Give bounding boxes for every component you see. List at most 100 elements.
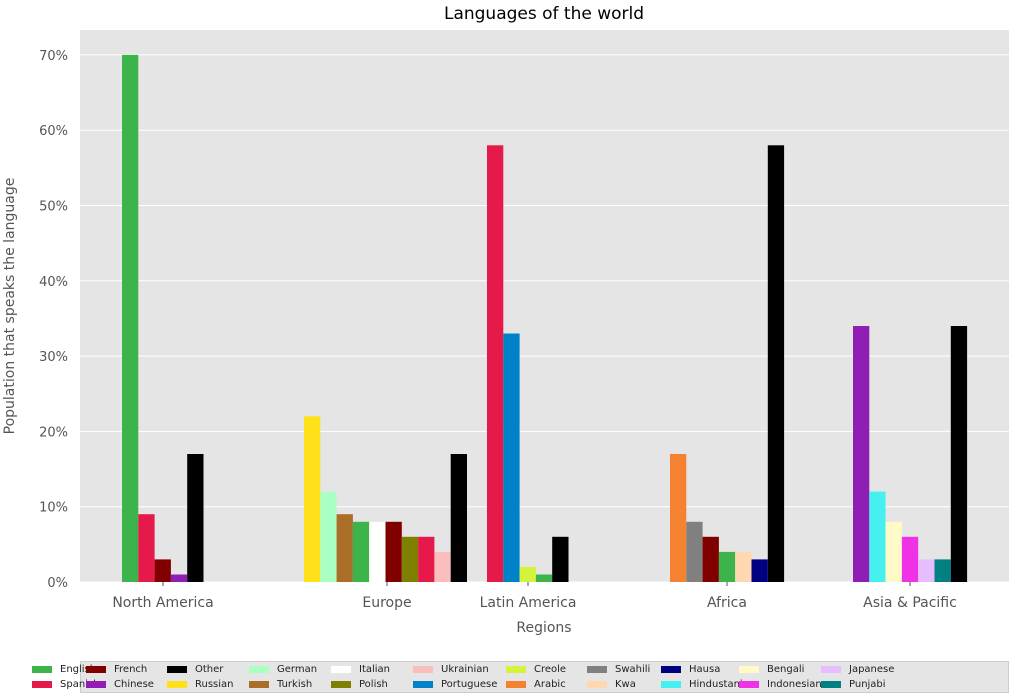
legend-label: Turkish <box>277 679 313 690</box>
legend-swatch <box>331 666 351 673</box>
x-axis-label: Regions <box>516 620 571 636</box>
bar-north-america-other <box>187 454 204 582</box>
bar-asia-pacific-chinese <box>853 326 870 582</box>
legend-swatch <box>413 666 433 673</box>
bar-europe-polish <box>401 536 419 582</box>
legend-swatch <box>506 666 526 673</box>
bar-asia-pacific-punjabi <box>934 559 951 582</box>
bar-europe-french <box>385 521 402 582</box>
bar-latin-america-creole <box>519 566 536 582</box>
y-tick-label: 70% <box>39 49 68 64</box>
bar-europe-turkish <box>336 514 353 582</box>
bar-latin-america-spanish <box>487 145 504 583</box>
y-tick-label: 50% <box>39 200 68 215</box>
legend-swatch <box>661 666 681 673</box>
bar-africa-swahili <box>686 521 703 582</box>
legend-swatch <box>249 666 269 673</box>
legend-label: Chinese <box>114 679 154 690</box>
legend-label: Punjabi <box>849 679 886 690</box>
legend-label: Russian <box>195 679 234 690</box>
x-axis-ticks: North America Europe Latin America Africa As… <box>112 582 957 611</box>
legend-label: Polish <box>359 679 388 690</box>
legend-label: Bengali <box>767 664 805 675</box>
legend-swatch <box>506 681 526 688</box>
legend-label: Indonesian <box>767 679 822 690</box>
legend-label: English <box>60 664 97 675</box>
legend-label: Kwa <box>615 679 636 690</box>
legend-swatch <box>167 666 187 673</box>
bar-asia-pacific-other <box>950 326 968 582</box>
x-tick-label: Asia & Pacific <box>863 595 957 611</box>
legend-swatch <box>32 681 52 688</box>
y-tick-label: 40% <box>39 275 68 290</box>
bar-africa-arabic <box>670 454 687 582</box>
legend-swatch <box>249 681 269 688</box>
legend-swatch <box>661 681 681 688</box>
bars <box>122 54 968 583</box>
legend-swatch <box>587 666 607 673</box>
gridlines <box>80 54 1009 583</box>
legend-swatch <box>821 681 841 688</box>
bar-latin-america-portuguese <box>503 333 520 582</box>
legend-label: Spanish <box>60 679 100 690</box>
legend-swatch <box>167 681 187 688</box>
legend-label: Other <box>195 664 224 675</box>
x-tick-label: North America <box>112 595 213 611</box>
y-axis-ticks: 0% 10% 20% 30% 40% 50% 60% 70% <box>39 49 68 591</box>
bar-africa-english <box>718 551 736 582</box>
bar-europe-ukrainian <box>434 551 451 582</box>
legend-swatch <box>86 666 106 673</box>
legend-swatch <box>32 666 52 673</box>
y-axis-label: Population that speaks the language <box>2 178 18 435</box>
legend-swatch <box>821 666 841 673</box>
bar-africa-other <box>767 145 785 583</box>
legend-swatch <box>331 681 351 688</box>
x-tick-label: Europe <box>362 595 411 611</box>
bar-north-america-french <box>154 559 171 582</box>
legend-swatch <box>86 681 106 688</box>
bar-north-america-chinese <box>170 574 188 582</box>
bar-africa-hausa <box>751 559 768 582</box>
bar-asia-pacific-bengali <box>885 521 902 582</box>
bar-africa-french <box>702 536 719 582</box>
legend-swatch <box>739 666 759 673</box>
x-tick-label: Latin America <box>480 595 577 611</box>
legend-label: Arabic <box>534 679 566 690</box>
legend-label: Japanese <box>849 664 895 675</box>
y-tick-label: 0% <box>47 576 68 591</box>
bar-latin-america-other <box>552 536 569 582</box>
y-tick-label: 30% <box>39 350 68 365</box>
bar-europe-spanish <box>418 536 435 582</box>
legend-label: Hausa <box>689 664 721 675</box>
y-tick-label: 10% <box>39 501 68 516</box>
legend-label: Creole <box>534 664 567 675</box>
bar-north-america-english <box>122 54 139 582</box>
legend: English Spanish French Chinese Other Russian G… <box>32 661 1009 693</box>
bar-asia-pacific-hindustani <box>869 491 886 582</box>
bar-africa-kwa <box>735 551 752 582</box>
legend-label: Hindustani <box>689 679 743 690</box>
legend-swatch <box>413 681 433 688</box>
bar-europe-english <box>352 521 370 582</box>
bar-europe-german <box>320 491 337 582</box>
legend-label: French <box>114 664 148 675</box>
legend-label: Swahili <box>615 664 651 675</box>
bar-asia-pacific-japanese <box>918 559 935 582</box>
bar-north-america-spanish <box>138 514 155 582</box>
legend-label: German <box>277 664 318 675</box>
legend-label: Portuguese <box>441 679 498 690</box>
bar-asia-pacific-indonesian <box>901 536 919 582</box>
bar-europe-italian <box>369 521 386 582</box>
x-tick-label: Africa <box>707 595 747 611</box>
legend-swatch <box>587 681 607 688</box>
y-tick-label: 20% <box>39 425 68 440</box>
bar-europe-russian <box>304 416 321 582</box>
legend-label: Italian <box>359 664 391 675</box>
legend-label: Ukrainian <box>441 664 489 675</box>
y-tick-label: 60% <box>39 124 68 139</box>
bar-europe-other <box>450 454 467 582</box>
chart-title: Languages of the world <box>444 4 644 24</box>
bar-latin-america-english <box>535 574 553 582</box>
